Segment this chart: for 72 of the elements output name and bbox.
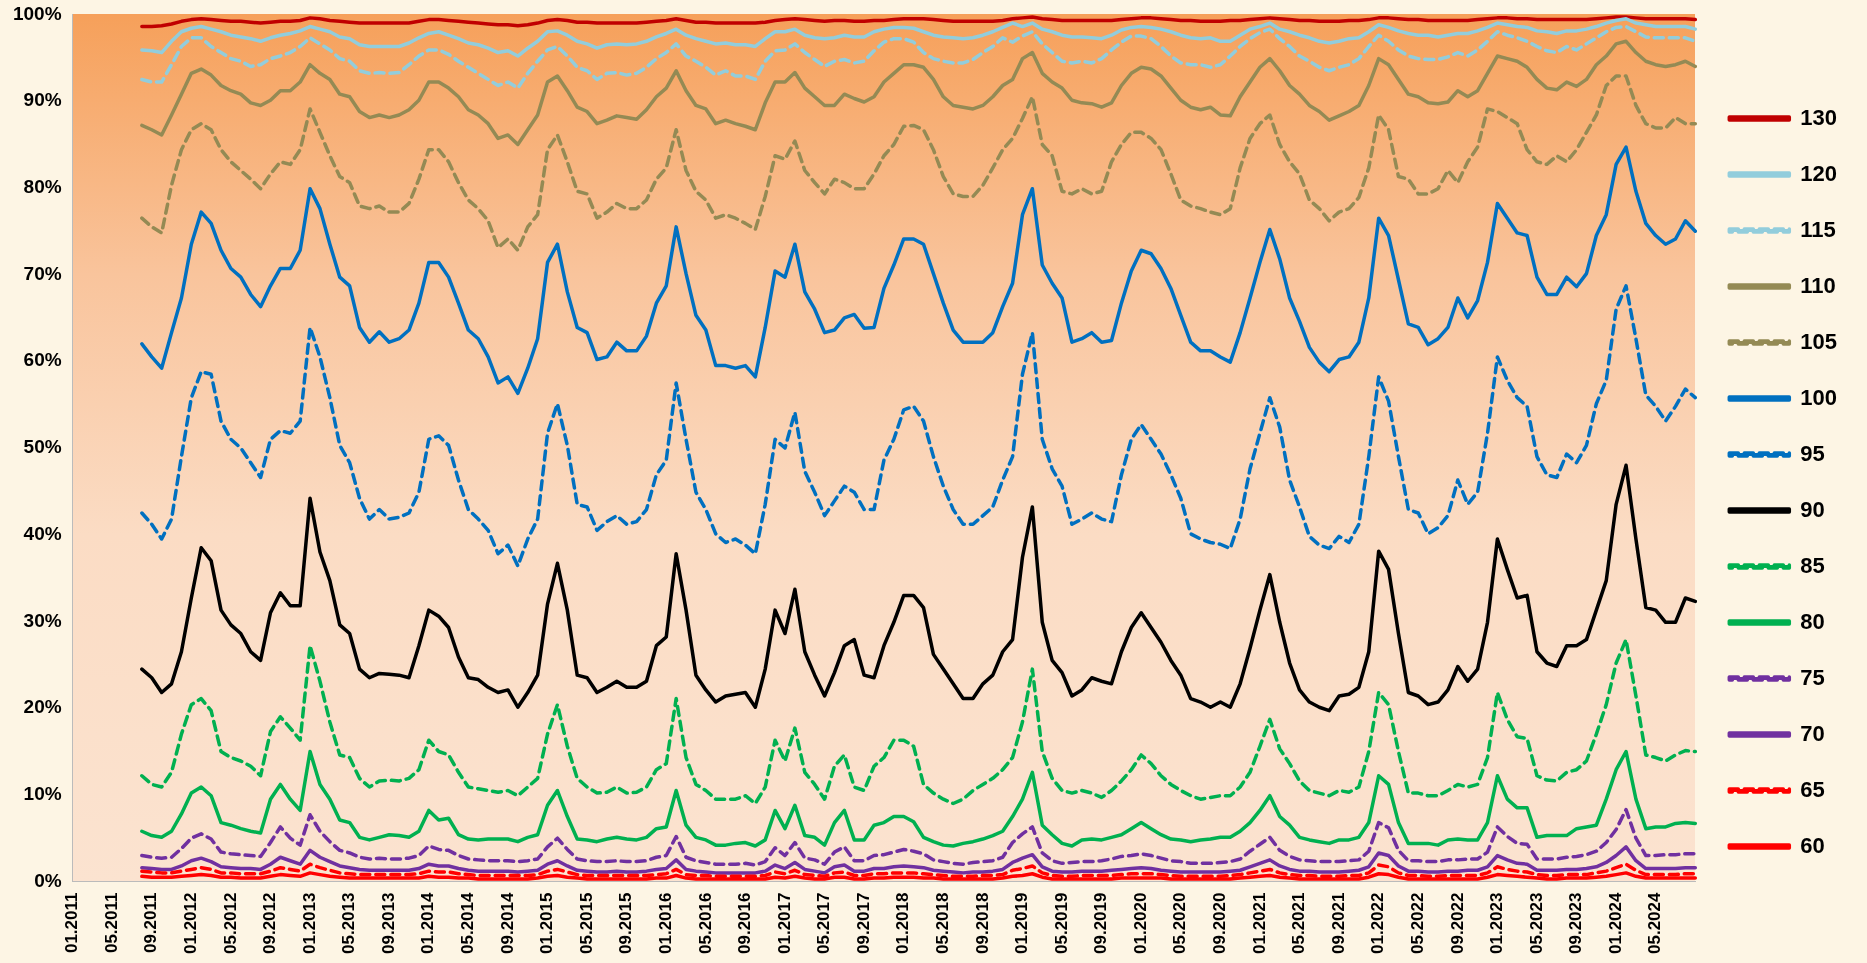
line-series [140,74,1698,253]
line-series [140,637,1698,806]
x-tick-label: 05.2022 [1407,892,1427,954]
x-tick-label: 09.2022 [1447,892,1467,954]
x-tick-label: 09.2014 [497,892,517,954]
x-tick-label: 09.2011 [141,892,161,954]
x-tick-label: 01.2021 [1249,892,1269,954]
x-tick-label: 05.2018 [933,892,952,954]
x-tick-label: 09.2023 [1566,892,1586,954]
line-series [140,24,1698,90]
x-tick-label: 01.2014 [418,892,438,954]
x-tick-label: 09.2012 [260,892,280,954]
legend-label: 120 [1800,160,1838,186]
x-tick-label: 09.2016 [735,892,755,954]
legend-label: 85 [1800,552,1825,578]
x-tick-label: 05.2019 [1051,892,1071,954]
x-tick-label: 05.2021 [1289,892,1309,954]
legend-label: 115 [1800,216,1836,242]
x-tick-label: 01.2018 [893,892,913,954]
legend-label: 90 [1800,496,1825,522]
x-tick-label: 09.2020 [1210,892,1230,954]
x-tick-label: 01.2024 [1605,892,1625,954]
legend-label: 105 [1800,328,1838,354]
legend-label: 95 [1800,440,1825,466]
y-tick-label: 0% [34,869,62,891]
legend-label: 75 [1800,664,1825,690]
y-tick-label: 20% [23,696,62,718]
legend-label: 80 [1800,608,1825,634]
x-tick-label: 01.2019 [1012,892,1032,954]
y-tick-label: 50% [23,436,62,458]
legend-label: 100 [1800,384,1838,410]
y-tick-label: 60% [23,349,62,371]
y-tick-label: 80% [23,176,62,198]
x-tick-label: 09.2015 [616,892,636,954]
x-tick-label: 05.2011 [101,892,121,954]
x-tick-label: 09.2017 [853,892,873,954]
legend-label: 60 [1800,832,1825,858]
x-tick-label: 01.2022 [1368,892,1388,954]
x-tick-label: 01.2020 [1130,892,1150,954]
x-tick-label: 05.2024 [1645,892,1665,954]
legend-label: 70 [1800,720,1825,746]
legend-label: 130 [1800,104,1838,130]
x-tick-label: 01.2012 [181,892,201,954]
y-tick-label: 100% [12,2,62,24]
line-series [140,807,1698,867]
line-series [140,284,1698,568]
y-tick-label: 40% [23,522,62,544]
x-tick-label: 05.2016 [695,892,715,954]
line-series [140,862,1698,879]
x-tick-label: 05.2013 [339,892,359,954]
x-tick-label: 01.2023 [1487,892,1507,954]
x-tick-label: 05.2012 [220,892,240,954]
x-tick-label: 09.2018 [972,892,992,954]
y-tick-label: 10% [23,783,62,805]
x-tick-label: 05.2020 [1170,892,1190,954]
x-tick-label: 05.2015 [576,892,596,954]
x-tick-label: 09.2021 [1328,892,1348,954]
x-tick-label: 01.2015 [537,892,557,954]
x-tick-label: 01.2011 [62,892,82,954]
x-tick-label: 01.2016 [655,892,675,954]
x-tick-label: 05.2014 [458,892,478,954]
x-tick-label: 05.2017 [814,892,834,954]
x-tick-label: 09.2019 [1091,892,1111,954]
x-tick-label: 09.2013 [378,892,398,954]
x-tick-label: 01.2017 [774,892,794,954]
x-tick-label: 05.2023 [1526,892,1546,954]
y-tick-label: 30% [23,609,62,631]
y-tick-label: 70% [23,262,62,284]
legend-label: 65 [1800,776,1825,802]
x-tick-label: 01.2013 [299,892,319,954]
y-tick-label: 90% [23,89,62,111]
legend-label: 110 [1800,272,1836,298]
